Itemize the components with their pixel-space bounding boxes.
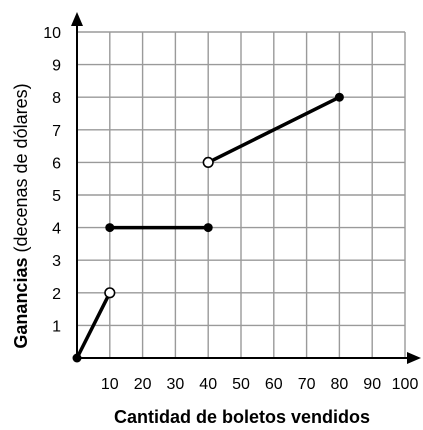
y-tick-labels: 1 2 3 4 5 6 7 8 9 10	[43, 25, 61, 335]
y-axis-label-bold: Ganancias	[11, 258, 31, 349]
open-point	[203, 158, 213, 168]
y-tick-label: 7	[52, 123, 61, 140]
x-tick-label: 10	[101, 376, 119, 393]
x-axis-label: Cantidad de boletos vendidos	[114, 407, 370, 427]
y-tick-label: 3	[52, 253, 61, 270]
grid	[77, 32, 405, 358]
closed-point	[73, 354, 82, 363]
x-tick-label: 80	[331, 376, 349, 393]
y-tick-label: 10	[43, 25, 61, 42]
x-tick-label: 90	[363, 376, 381, 393]
x-axis-arrow	[407, 352, 421, 364]
y-tick-label: 6	[52, 155, 61, 172]
y-tick-label: 9	[52, 58, 61, 75]
x-tick-label: 60	[265, 376, 283, 393]
y-tick-label: 8	[52, 90, 61, 107]
x-tick-label: 20	[134, 376, 152, 393]
open-point	[105, 288, 115, 298]
closed-point	[204, 223, 213, 232]
x-tick-label: 40	[199, 376, 217, 393]
x-tick-label: 100	[392, 376, 419, 393]
y-tick-label: 4	[52, 221, 61, 238]
x-tick-labels: 10 20 30 40 50 60 70 80 90 100	[101, 376, 419, 393]
closed-point	[105, 223, 114, 232]
y-axis-arrow	[71, 12, 83, 26]
closed-point	[335, 93, 344, 102]
x-tick-label: 30	[167, 376, 185, 393]
y-tick-label: 2	[52, 286, 61, 303]
y-axis-label-unit: (decenas de dólares)	[11, 83, 31, 252]
x-tick-label: 50	[232, 376, 250, 393]
y-tick-label: 5	[52, 188, 61, 205]
y-axis-label: Ganancias (decenas de dólares)	[11, 83, 31, 348]
y-tick-label: 1	[52, 318, 61, 335]
x-tick-label: 70	[298, 376, 316, 393]
